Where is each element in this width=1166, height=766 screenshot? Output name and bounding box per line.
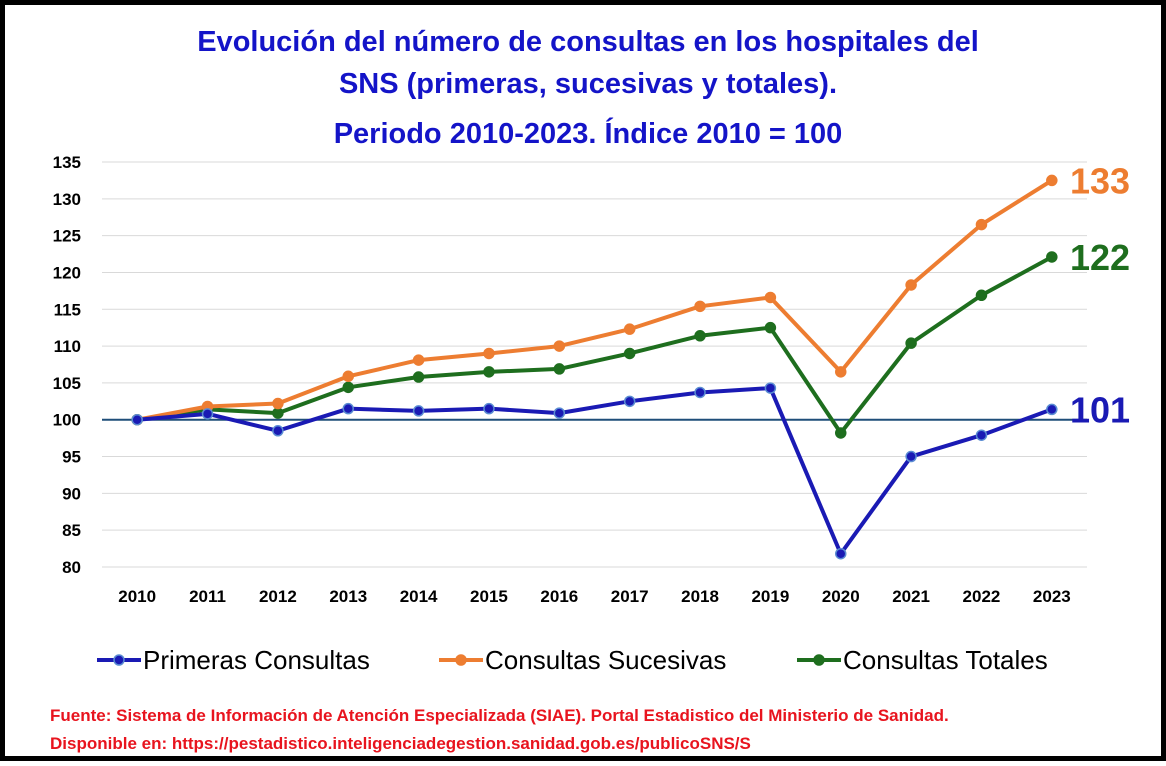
data-point bbox=[553, 363, 566, 375]
data-point bbox=[764, 382, 777, 394]
x-tick-label: 2014 bbox=[400, 587, 438, 606]
data-point bbox=[975, 289, 988, 302]
data-point bbox=[623, 347, 636, 360]
x-tick-label: 2022 bbox=[963, 587, 1001, 606]
chart-title: Evolución del número de consultas en los… bbox=[197, 26, 979, 150]
source-line-1: Fuente: Sistema de Información de Atenci… bbox=[50, 706, 949, 725]
data-point bbox=[975, 429, 988, 441]
data-point bbox=[272, 397, 284, 410]
data-point bbox=[483, 347, 495, 360]
title-line-3: Periodo 2010-2023. Índice 2010 = 100 bbox=[334, 116, 843, 150]
source-line-2: Disponible en: https://pestadistico.inte… bbox=[50, 734, 751, 753]
line-chart: Evolución del número de consultas en los… bbox=[50, 26, 1130, 753]
data-point bbox=[764, 321, 777, 334]
source-note: Fuente: Sistema de Información de Atenci… bbox=[50, 706, 949, 753]
legend-item: Consultas Sucesivas bbox=[439, 645, 726, 675]
y-tick-label: 125 bbox=[53, 227, 81, 246]
end-labels: 122 133 101 bbox=[1070, 160, 1130, 430]
end-label: 101 bbox=[1070, 389, 1130, 430]
x-tick-label: 2020 bbox=[822, 587, 860, 606]
y-tick-label: 100 bbox=[53, 411, 81, 430]
gridlines bbox=[102, 161, 1087, 568]
data-point bbox=[483, 402, 495, 415]
legend-item: Consultas Totales bbox=[797, 645, 1048, 675]
data-point bbox=[1046, 251, 1058, 263]
series-primeras-consultas bbox=[131, 382, 1058, 560]
series-line bbox=[136, 255, 1053, 435]
data-point bbox=[553, 340, 566, 352]
data-point bbox=[272, 425, 284, 437]
data-point bbox=[1046, 403, 1058, 416]
legend-swatch-marker bbox=[455, 654, 467, 666]
data-point bbox=[342, 381, 354, 394]
x-tick-label: 2013 bbox=[329, 587, 367, 606]
data-point bbox=[835, 366, 847, 378]
data-point bbox=[1046, 174, 1058, 187]
x-tick-label: 2012 bbox=[259, 587, 297, 606]
legend-label: Consultas Totales bbox=[843, 645, 1048, 675]
title-line-2: SNS (primeras, sucesivas y totales). bbox=[339, 68, 837, 100]
data-point bbox=[835, 427, 847, 439]
data-point bbox=[694, 386, 706, 399]
y-tick-label: 80 bbox=[62, 558, 81, 577]
data-point bbox=[694, 330, 706, 342]
y-tick-label: 115 bbox=[54, 300, 81, 319]
x-tick-label: 2011 bbox=[189, 587, 226, 606]
series-consultas-sucesivas bbox=[131, 174, 1058, 426]
data-point bbox=[412, 371, 425, 383]
end-label: 133 bbox=[1070, 160, 1130, 201]
data-point bbox=[905, 450, 917, 463]
y-tick-label: 95 bbox=[62, 448, 81, 467]
legend-swatch-marker bbox=[813, 654, 825, 666]
data-point bbox=[694, 300, 706, 313]
y-tick-label: 85 bbox=[62, 521, 81, 540]
legend: Primeras Consultas Consultas Sucesivas Con… bbox=[97, 645, 1048, 675]
y-axis-ticks: 80 85 90 95 100 105 110 115 120 125 130 135 bbox=[53, 153, 81, 577]
end-label: 122 bbox=[1070, 237, 1130, 278]
x-tick-label: 2021 bbox=[892, 587, 930, 606]
data-point bbox=[412, 354, 425, 366]
y-tick-label: 90 bbox=[62, 484, 81, 503]
x-tick-label: 2016 bbox=[540, 587, 578, 606]
y-tick-label: 135 bbox=[53, 153, 81, 172]
data-point bbox=[342, 402, 354, 415]
series-line bbox=[137, 386, 1053, 556]
data-point bbox=[342, 370, 354, 383]
data-point bbox=[483, 366, 495, 378]
legend-item: Primeras Consultas bbox=[97, 645, 370, 675]
legend-label: Consultas Sucesivas bbox=[485, 645, 726, 675]
data-point bbox=[623, 323, 636, 335]
series-line bbox=[136, 178, 1053, 422]
x-tick-label: 2023 bbox=[1033, 587, 1071, 606]
data-point bbox=[835, 547, 847, 560]
series-consultas-totales bbox=[131, 251, 1058, 439]
legend-label: Primeras Consultas bbox=[143, 645, 370, 675]
x-tick-label: 2019 bbox=[751, 587, 789, 606]
x-tick-label: 2018 bbox=[681, 587, 719, 606]
y-tick-label: 105 bbox=[53, 374, 81, 393]
y-tick-label: 130 bbox=[53, 190, 81, 209]
data-point bbox=[553, 407, 566, 419]
x-tick-label: 2015 bbox=[470, 587, 508, 606]
x-tick-label: 2010 bbox=[118, 587, 156, 606]
y-tick-label: 120 bbox=[53, 263, 81, 282]
x-axis-ticks: 2010 2011 2012 2013 2014 2015 2016 2017 2018 2019… bbox=[118, 587, 1070, 606]
data-point bbox=[905, 337, 917, 349]
x-tick-label: 2017 bbox=[611, 587, 649, 606]
data-point bbox=[764, 291, 777, 304]
data-point bbox=[412, 405, 425, 417]
data-point bbox=[623, 395, 636, 408]
series-layer bbox=[131, 174, 1058, 560]
data-point bbox=[905, 279, 917, 291]
data-point bbox=[201, 408, 214, 420]
title-line-1: Evolución del número de consultas en los… bbox=[197, 26, 979, 58]
y-tick-label: 110 bbox=[54, 337, 81, 356]
data-point bbox=[272, 407, 284, 419]
data-point bbox=[131, 413, 143, 426]
legend-swatch-marker bbox=[113, 654, 125, 666]
data-point bbox=[975, 218, 988, 231]
